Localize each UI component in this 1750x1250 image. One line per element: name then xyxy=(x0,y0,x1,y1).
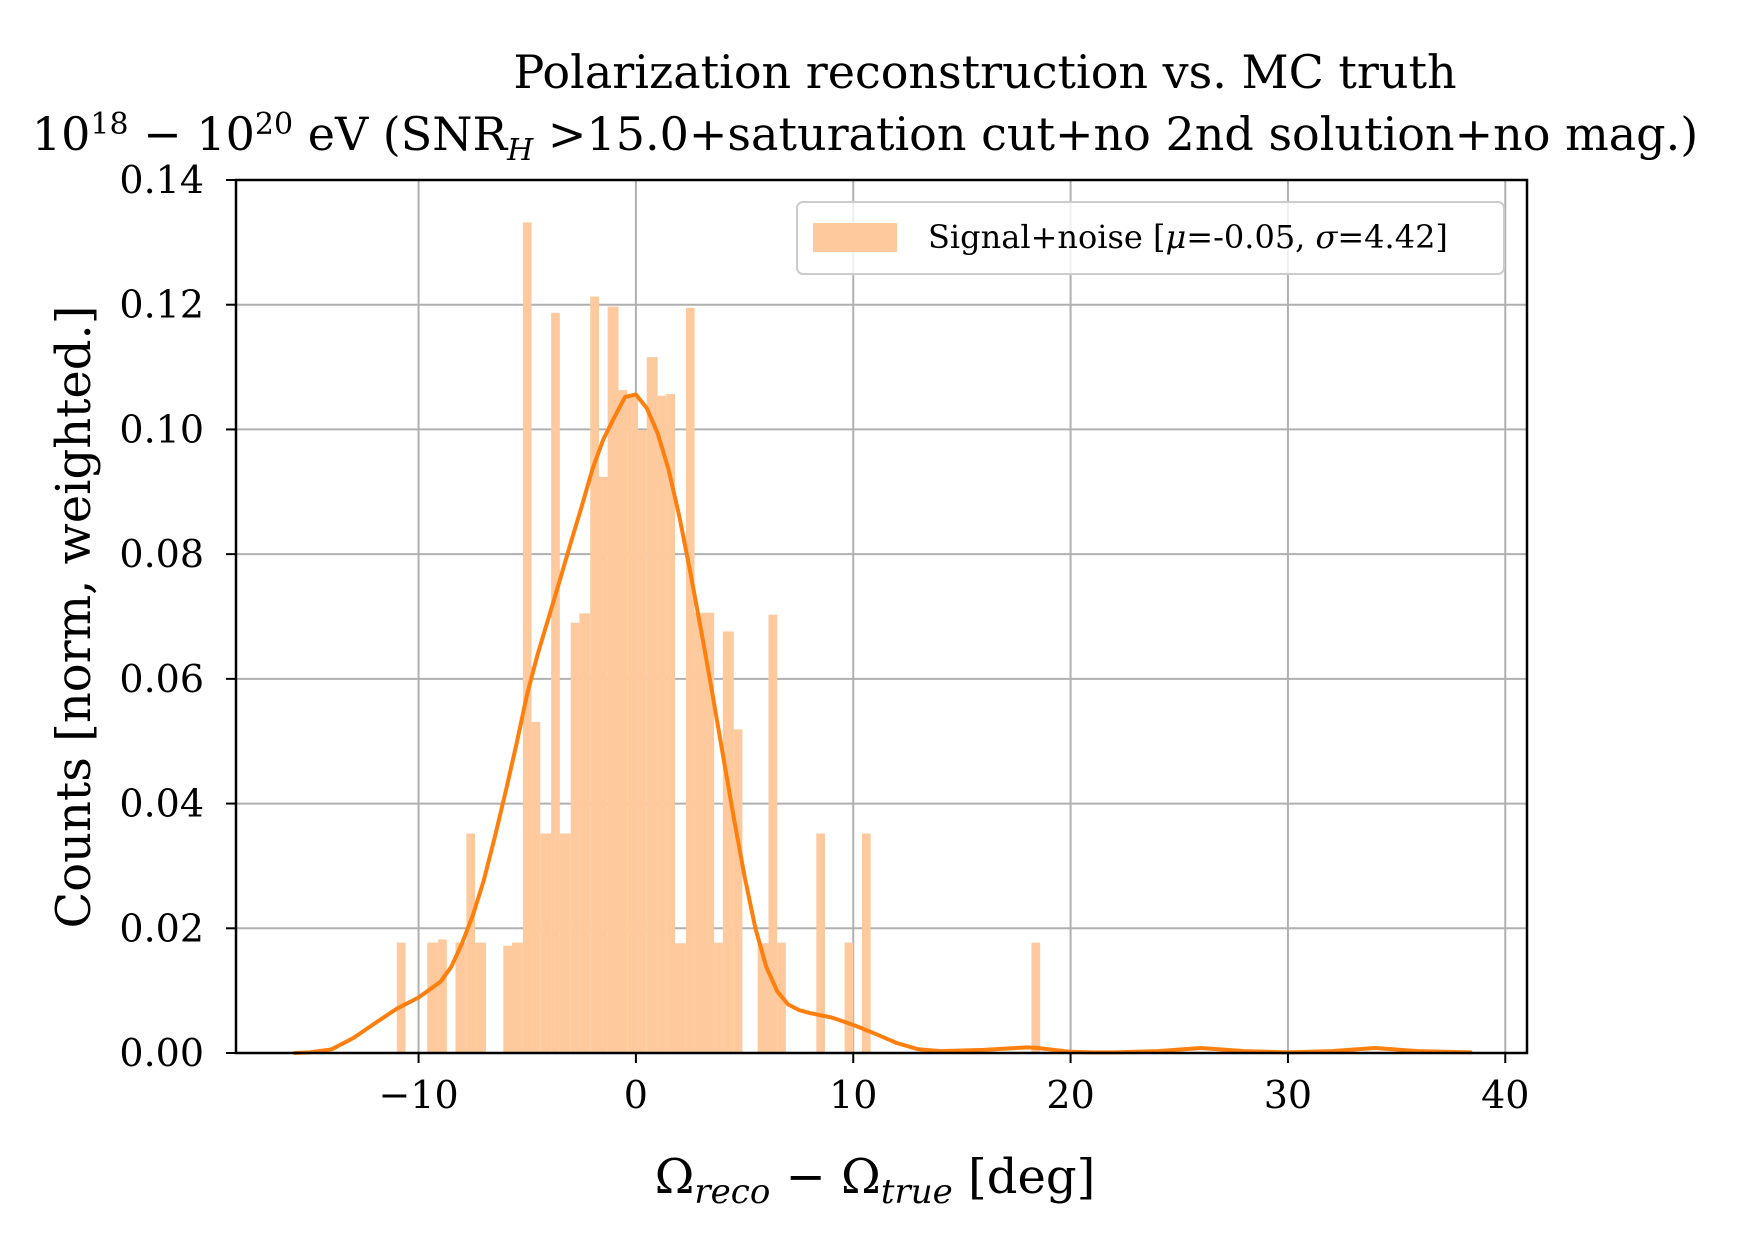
histogram-bar-5 xyxy=(475,942,486,1053)
xlabel-omega1: Ω xyxy=(655,1149,695,1205)
x-tick-label-2: 10 xyxy=(829,1073,877,1117)
histogram-bar-12 xyxy=(559,833,571,1053)
legend: Signal+noise [μ=-0.05, σ=4.42] xyxy=(796,201,1505,275)
title-part-exp2: 20 xyxy=(255,107,293,142)
histogram-bar-13 xyxy=(570,622,580,1053)
histogram-bar-6 xyxy=(503,945,513,1053)
histogram-bar-36 xyxy=(861,833,871,1053)
histogram-bar-15 xyxy=(590,296,599,1053)
histogram-bar-24 xyxy=(675,943,686,1053)
legend-label-pre: Signal+noise [ xyxy=(928,218,1166,256)
histogram-bar-2 xyxy=(438,939,447,1053)
histogram-bar-14 xyxy=(579,613,591,1053)
chart-title-line1: Polarization reconstruction vs. MC truth xyxy=(513,45,1456,99)
histogram-bar-3 xyxy=(455,942,467,1053)
histogram-bar-19 xyxy=(627,394,639,1054)
title-part-rest1: eV (SNR xyxy=(293,107,508,161)
x-tick-label-3: 20 xyxy=(1046,1073,1094,1117)
histogram-bar-10 xyxy=(540,833,552,1053)
title-part-dash: − xyxy=(129,107,197,161)
legend-sigma-value: =4.42] xyxy=(1337,218,1448,256)
xlabel-unit: [deg] xyxy=(953,1149,1096,1205)
title-part-sub: H xyxy=(506,133,534,168)
histogram-bar-17 xyxy=(607,306,619,1054)
title-part-rest2: >15.0+saturation cut+no 2nd solution+no … xyxy=(533,107,1698,161)
histogram-bar-34 xyxy=(816,833,825,1053)
legend-mu: μ xyxy=(1166,218,1187,256)
histogram-bar-27 xyxy=(705,612,715,1053)
histogram-bar-35 xyxy=(844,942,854,1053)
histogram-bar-1 xyxy=(427,942,439,1053)
y-tick-label-4: 0.08 xyxy=(119,532,204,576)
y-tick-label-0: 0.00 xyxy=(119,1031,204,1075)
xlabel-minus: − xyxy=(770,1149,841,1205)
histogram-bar-7 xyxy=(512,942,523,1053)
histogram-bar-16 xyxy=(598,476,608,1053)
xlabel-omega2: Ω xyxy=(841,1149,881,1205)
title-part-base2: 10 xyxy=(196,107,255,161)
title-part-base1: 10 xyxy=(32,107,91,161)
histogram-bar-29 xyxy=(722,631,734,1053)
histogram-bar-21 xyxy=(646,357,658,1053)
histogram-bar-31 xyxy=(757,943,769,1053)
histogram-bar-26 xyxy=(694,612,706,1053)
y-tick-label-1: 0.02 xyxy=(119,906,204,950)
histogram-bar-8 xyxy=(522,222,532,1054)
histogram-bar-37 xyxy=(1031,942,1041,1053)
axes-frame xyxy=(234,178,1529,1055)
xlabel-sub2: true xyxy=(881,1172,953,1212)
histogram-bar-23 xyxy=(666,393,676,1053)
x-tick-label-4: 30 xyxy=(1264,1073,1312,1117)
y-tick-label-3: 0.06 xyxy=(119,657,204,701)
xlabel-sub1: reco xyxy=(694,1172,770,1212)
y-tick-label-5: 0.10 xyxy=(119,407,204,451)
histogram-bar-30 xyxy=(733,729,743,1053)
title-part-exp1: 18 xyxy=(90,107,128,142)
x-tick-label-1: 0 xyxy=(624,1073,648,1117)
y-tick-label-2: 0.04 xyxy=(119,782,204,826)
y-tick-label-7: 0.14 xyxy=(119,158,204,202)
chart-title-line2: 1018 − 1020 eV (SNRH >15.0+saturation cu… xyxy=(32,107,1698,168)
x-tick-label-0: −10 xyxy=(378,1073,458,1117)
legend-label: Signal+noise [μ=-0.05, σ=4.42] xyxy=(928,218,1448,256)
legend-frame xyxy=(796,201,1505,275)
histogram-bar-4 xyxy=(466,833,476,1053)
histogram-bar-25 xyxy=(685,307,695,1053)
legend-mu-value: =-0.05, xyxy=(1186,218,1315,256)
plot-area: −10 0 10 20 30 40 0.00 0.02 0.04 0.06 0.08 0.10 0.12… xyxy=(119,158,1529,1117)
histogram-bar-18 xyxy=(618,390,628,1054)
legend-sigma: σ xyxy=(1316,218,1339,256)
histogram-bar-9 xyxy=(531,721,541,1053)
histogram-bar-11 xyxy=(551,312,560,1054)
legend-swatch xyxy=(813,223,897,252)
x-tick-label-5: 40 xyxy=(1481,1073,1529,1117)
y-axis-label: Counts [norm, weighted.] xyxy=(46,305,102,928)
histogram-bar-20 xyxy=(638,430,647,1054)
y-tick-label-6: 0.12 xyxy=(119,283,204,327)
x-axis-label: Ωreco − Ωtrue [deg] xyxy=(655,1149,1096,1212)
kde-line xyxy=(292,392,1473,1055)
histogram-bar-32 xyxy=(768,614,778,1053)
histogram-bar-22 xyxy=(657,395,667,1053)
histogram-bar-0 xyxy=(396,942,406,1053)
histogram-bar-28 xyxy=(714,942,723,1053)
